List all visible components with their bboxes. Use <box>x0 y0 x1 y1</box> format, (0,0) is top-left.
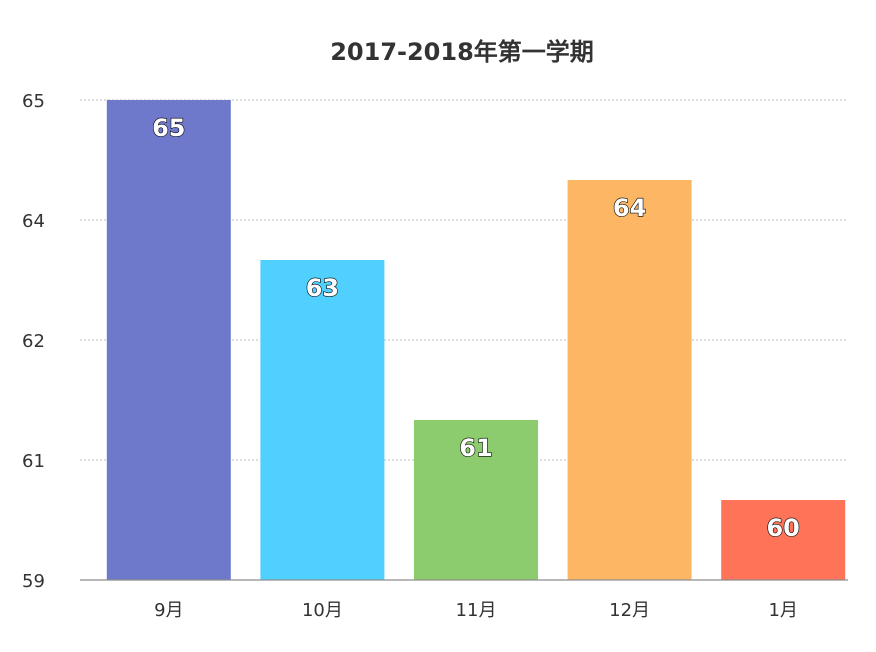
y-tick-label: 59 <box>22 571 45 592</box>
x-category-label: 1月 <box>768 600 797 621</box>
bar <box>567 180 692 580</box>
y-axis-ticks: 59 61 62 64 65 <box>22 91 45 592</box>
y-tick-label: 62 <box>22 331 45 352</box>
bar <box>721 500 846 580</box>
bar-value-label: 64 <box>613 194 646 222</box>
bar-value-label: 63 <box>306 274 339 302</box>
y-tick-label: 64 <box>22 211 45 232</box>
bar-value-label: 65 <box>152 114 185 142</box>
chart-title: 2017-2018年第一学期 <box>330 38 594 66</box>
bar <box>260 260 385 580</box>
y-tick-label: 61 <box>22 451 45 472</box>
x-category-label: 11月 <box>456 600 497 621</box>
bar-value-label: 60 <box>766 514 799 542</box>
y-tick-label: 65 <box>22 91 45 112</box>
bar-value-label: 61 <box>459 434 492 462</box>
bar-value-labels: 65 63 61 64 60 <box>151 113 800 542</box>
x-category-label: 10月 <box>302 600 343 621</box>
x-axis-category-labels: 9月 10月 11月 12月 1月 <box>154 600 798 621</box>
x-category-label: 12月 <box>609 600 650 621</box>
bar <box>106 100 231 580</box>
bar <box>414 420 538 580</box>
x-category-label: 9月 <box>154 600 183 621</box>
bars <box>106 100 846 580</box>
